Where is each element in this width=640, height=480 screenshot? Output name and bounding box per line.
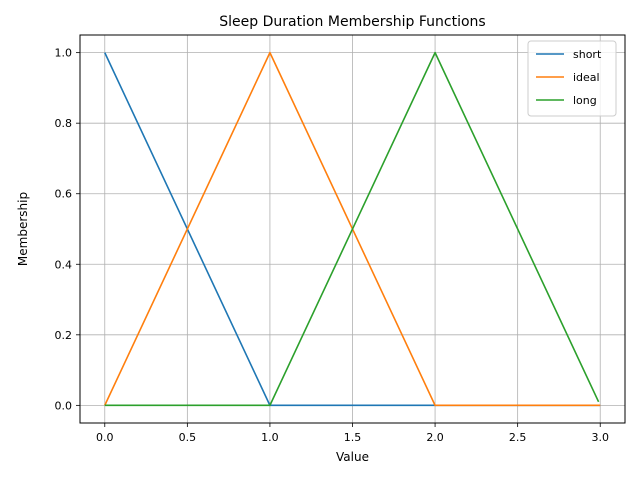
x-tick-label: 0.5 (179, 431, 197, 444)
series-line-long (104, 51, 600, 407)
y-tick-label: 1.0 (55, 47, 73, 60)
y-tick-label: 0.6 (55, 188, 73, 201)
legend-label-ideal: ideal (573, 71, 600, 84)
x-tick-label: 0.0 (96, 431, 114, 444)
legend-label-long: long (573, 94, 597, 107)
x-tick-label: 1.0 (261, 431, 279, 444)
legend: short ideal long (527, 40, 617, 117)
x-tick-label: 1.5 (344, 431, 362, 444)
x-tick-label: 2.5 (509, 431, 527, 444)
x-tick-label: 2.0 (426, 431, 444, 444)
x-axis-label: Value (336, 450, 369, 464)
axis-ticks: 0.0 0.5 1.0 1.5 2.0 2.5 3.0 0.0 0.2 0.4 0.6 0.8 1.0 (55, 47, 609, 444)
legend-label-short: short (573, 48, 602, 61)
y-tick-label: 0.8 (55, 117, 73, 130)
x-tick-label: 3.0 (591, 431, 609, 444)
chart-title: Sleep Duration Membership Functions (219, 14, 485, 30)
y-tick-label: 0.2 (55, 329, 73, 342)
y-tick-label: 0.4 (55, 258, 73, 271)
series-lines (104, 51, 601, 407)
y-axis-label: Membership (16, 192, 30, 266)
y-tick-label: 0.0 (55, 399, 73, 412)
legend-box (527, 40, 617, 117)
